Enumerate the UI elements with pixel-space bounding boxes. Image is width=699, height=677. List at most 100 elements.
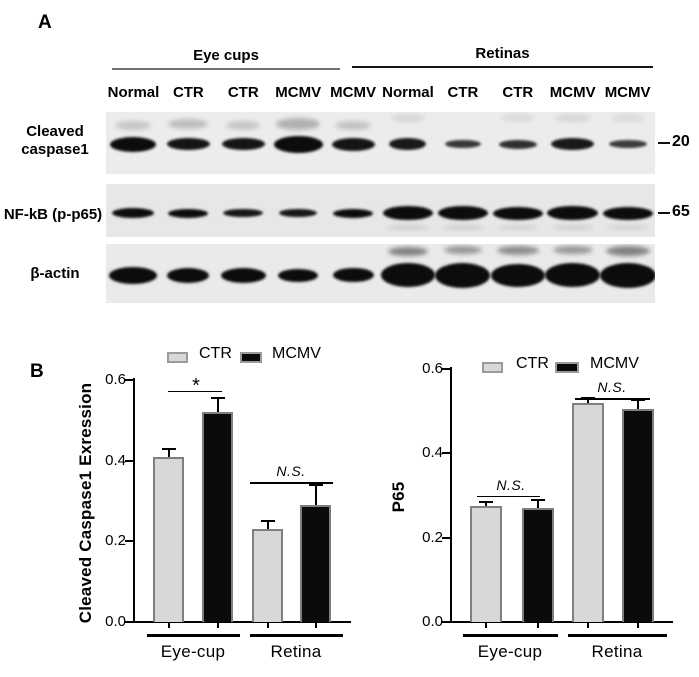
x-tick-chart1-2: [266, 623, 269, 628]
legend-swatch-mcmv-chart1: [240, 352, 262, 363]
blot-smudge-cleaved-caspase1-lane10: [610, 114, 645, 122]
lane-label-6: Normal: [382, 84, 434, 101]
category-bar-eyecup-chart1: [147, 634, 240, 637]
bar-ctr-retina-chart2: [572, 402, 604, 622]
bar-ctr-eye-cup-chart2: [470, 506, 502, 622]
y-tick-label-chart1-0: 0.0: [105, 613, 126, 630]
blot-band-beta-actin-lane6: [380, 263, 435, 287]
y-tick-chart2-2: [442, 452, 450, 455]
y-tick-chart1-0: [125, 621, 133, 623]
lane-label-2: CTR: [172, 84, 204, 101]
blot-band-nfkb-p-p65-lane5: [333, 208, 373, 218]
y-tick-chart2-0: [442, 621, 450, 623]
blot-band-nfkb-p-p65-lane1: [112, 208, 155, 218]
y-tick-chart1-3: [125, 379, 133, 381]
blot-band-beta-actin-lane5: [332, 268, 374, 282]
error-bar-cap-mcmv-retina-chart1: [308, 483, 323, 486]
blot-smudge-nfkb-p-p65-lane10: [606, 224, 649, 230]
blot-label-cleaved-caspase1: Cleaved caspase1: [10, 123, 100, 159]
blot-band-nfkb-p-p65-lane4: [279, 209, 318, 217]
blot-band-nfkb-p-p65-lane6: [382, 206, 433, 220]
blot-band-nfkb-p-p65-lane8: [492, 206, 543, 220]
error-bar-stem-ctr-retina-chart1: [266, 521, 269, 530]
x-axis-chart1: [133, 621, 351, 623]
blot-smudge-cleaved-caspase1-lane2: [168, 119, 209, 129]
legend-label-mcmv-chart2: MCMV: [590, 355, 639, 372]
error-bar-stem-ctr-eye-cup-chart2: [485, 501, 487, 506]
sig-line-chart2-1: [575, 398, 650, 400]
blot-smudge-cleaved-caspase1-lane4: [276, 118, 321, 130]
error-bar-stem-mcmv-retina-chart1: [314, 484, 317, 506]
blot-band-nfkb-p-p65-lane2: [168, 208, 209, 218]
blot-band-cleaved-caspase1-lane1: [110, 136, 157, 152]
y-tick-label-chart2-2: 0.4: [422, 444, 443, 462]
marker-label-20: 20: [672, 133, 690, 150]
blot-smudge-cleaved-caspase1-lane8: [500, 114, 535, 122]
lane-label-4: MCMV: [275, 84, 322, 101]
blot-smudge-nfkb-p-p65-lane8: [496, 224, 539, 230]
legend-swatch-mcmv-chart2: [555, 362, 579, 373]
blot-band-cleaved-caspase1-lane4: [273, 135, 323, 153]
blot-band-beta-actin-lane2: [167, 267, 210, 283]
blot-smudge-cleaved-caspase1-lane9: [554, 114, 591, 122]
panel-a-label: A: [38, 12, 52, 33]
bar-ctr-eye-cup-chart1: [153, 456, 184, 622]
blot-smudge-beta-actin-lane6: [387, 246, 428, 256]
blot-label-beta-actin-line1: β-actin: [30, 265, 80, 282]
blot-band-cleaved-caspase1-lane10: [608, 140, 647, 148]
legend-label-ctr-chart1: CTR: [199, 345, 232, 362]
blot-band-nfkb-p-p65-lane9: [547, 206, 599, 220]
sig-label-chart2-0: N.S.: [496, 476, 526, 493]
x-tick-chart2-2: [587, 623, 589, 628]
group-header-retinas-text: Retinas: [475, 45, 530, 62]
blot-label-nfkb-p-p65-line1: NF-kB (p-p65): [3, 206, 103, 223]
y-tick-chart2-3: [442, 368, 450, 370]
blot-band-cleaved-caspase1-lane3: [221, 138, 265, 150]
y-tick-chart1-1: [125, 540, 133, 543]
y-axis-chart1: [133, 378, 135, 623]
y-tick-label-chart2-3: 0.6: [422, 360, 443, 377]
legend-label-mcmv-chart1: MCMV: [272, 345, 321, 362]
group-header-eye-cups-text: Eye cups: [193, 47, 259, 64]
x-tick-chart1-1: [216, 623, 219, 628]
blot-smudge-nfkb-p-p65-lane6: [386, 224, 429, 230]
blot-band-cleaved-caspase1-lane6: [389, 138, 427, 150]
lane-label-9: MCMV: [549, 84, 596, 101]
category-bar-eyecup-chart2: [463, 634, 558, 637]
marker-dash-20: [658, 142, 670, 144]
sig-label-chart2-1: N.S.: [597, 379, 627, 396]
bar-mcmv-retina-chart1: [300, 505, 331, 622]
sig-label-chart1-1: N.S.: [276, 463, 306, 480]
blot-smudge-nfkb-p-p65-lane7: [441, 224, 484, 230]
error-bar-stem-mcmv-eye-cup-chart2: [537, 499, 539, 509]
bar-mcmv-eye-cup-chart2: [522, 508, 554, 622]
lane-label-10: MCMV: [604, 84, 651, 101]
blot-band-cleaved-caspase1-lane7: [444, 140, 481, 148]
sig-label-chart1-0: *: [192, 374, 200, 397]
blot-band-nfkb-p-p65-lane7: [437, 206, 488, 220]
blot-band-cleaved-caspase1-lane8: [498, 139, 537, 149]
blot-band-nfkb-p-p65-lane3: [223, 209, 264, 217]
error-bar-cap-mcmv-eye-cup-chart1: [210, 397, 225, 400]
blot-smudge-beta-actin-lane8: [496, 245, 539, 255]
blot-band-beta-actin-lane9: [545, 263, 601, 287]
legend-swatch-ctr-chart2: [482, 362, 503, 373]
lane-labels-row: Normal CTR CTR MCMV MCMV Normal CTR CTR …: [106, 84, 655, 102]
y-tick-label-chart2-0: 0.0: [422, 613, 443, 630]
lane-label-1: Normal: [107, 84, 160, 101]
blot-label-cleaved-caspase1-line2: caspase1: [21, 141, 89, 158]
category-label-eyecup-chart1: Eye-cup: [160, 642, 226, 661]
lane-label-5: MCMV: [330, 84, 376, 101]
blot-label-beta-actin: β-actin: [10, 265, 100, 283]
error-bar-cap-ctr-eye-cup-chart1: [161, 447, 176, 450]
y-tick-chart1-2: [125, 459, 133, 462]
blot-smudge-cleaved-caspase1-lane5: [335, 120, 371, 130]
blot-label-cleaved-caspase1-line1: Cleaved: [26, 123, 84, 140]
blot-band-cleaved-caspase1-lane9: [551, 138, 595, 150]
bar-mcmv-retina-chart2: [622, 409, 654, 622]
error-bar-cap-ctr-eye-cup-chart2: [479, 500, 493, 503]
bar-mcmv-eye-cup-chart1: [202, 412, 233, 622]
blot-smudge-beta-actin-lane7: [443, 246, 482, 254]
sig-line-chart1-1: [250, 482, 333, 484]
